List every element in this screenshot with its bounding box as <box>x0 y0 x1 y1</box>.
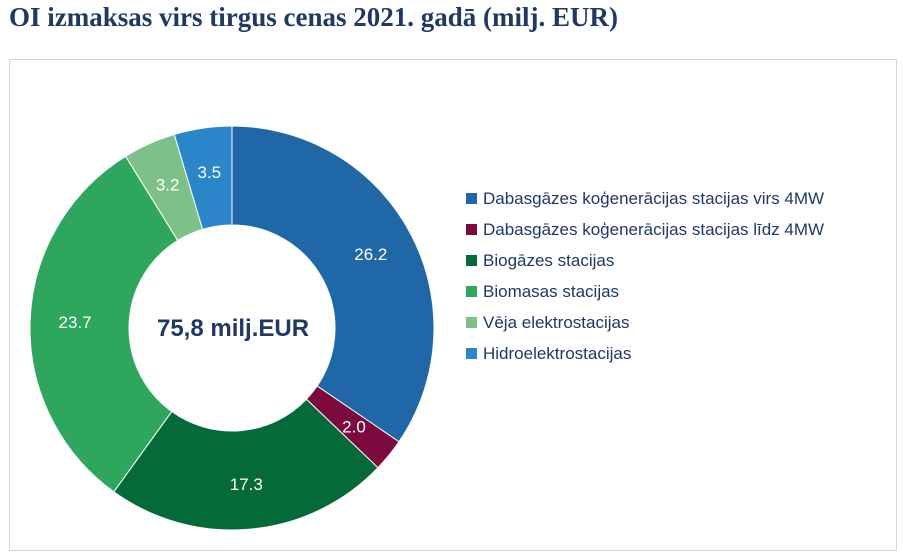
legend-label-3: Biogāzes stacijas <box>483 250 615 270</box>
legend-label-4: Biomasas stacijas <box>483 281 620 301</box>
legend-label-2: Dabasgāzes koģenerācijas stacijas līdz 4… <box>483 219 825 239</box>
chart-title: OI izmaksas virs tirgus cenas 2021. gadā… <box>9 2 618 32</box>
donut-slice-3 <box>113 398 379 531</box>
legend-swatch-3 <box>466 255 477 266</box>
legend-label-5: Vēja elektrostacijas <box>483 312 630 332</box>
donut-slices <box>29 125 435 531</box>
donut-center-total: 75,8 milj.EUR <box>156 315 310 342</box>
chart-legend: Dabasgāzes koģenerācijas stacijas virs 4… <box>466 183 824 369</box>
legend-item-1: Dabasgāzes koģenerācijas stacijas virs 4… <box>466 183 824 214</box>
slice-value-label-5: 3.2 <box>156 175 180 194</box>
legend-item-5: Vēja elektrostacijas <box>466 307 824 338</box>
legend-swatch-5 <box>466 317 477 328</box>
legend-label-6: Hidroelektrostacijas <box>483 343 632 363</box>
slice-value-label-2: 2.0 <box>342 417 366 436</box>
legend-swatch-1 <box>466 193 477 204</box>
legend-label-1: Dabasgāzes koģenerācijas stacijas virs 4… <box>483 188 825 208</box>
legend-item-4: Biomasas stacijas <box>466 276 824 307</box>
legend-item-2: Dabasgāzes koģenerācijas stacijas līdz 4… <box>466 214 824 245</box>
legend-item-3: Biogāzes stacijas <box>466 245 824 276</box>
donut-slice-6 <box>173 125 233 230</box>
slice-value-label-6: 3.5 <box>198 163 222 182</box>
donut-slice-1 <box>231 125 435 443</box>
legend-swatch-6 <box>466 348 477 359</box>
slice-value-label-3: 17.3 <box>230 475 263 494</box>
legend-swatch-4 <box>466 286 477 297</box>
legend-item-6: Hidroelektrostacijas <box>466 338 824 369</box>
legend-swatch-2 <box>466 224 477 235</box>
slice-value-label-1: 26.2 <box>354 245 387 264</box>
donut-slice-labels: 26.2 2.0 17.3 23.7 3.2 3.5 <box>59 163 388 494</box>
donut-slice-4 <box>29 155 179 493</box>
slice-value-label-4: 23.7 <box>59 313 92 332</box>
